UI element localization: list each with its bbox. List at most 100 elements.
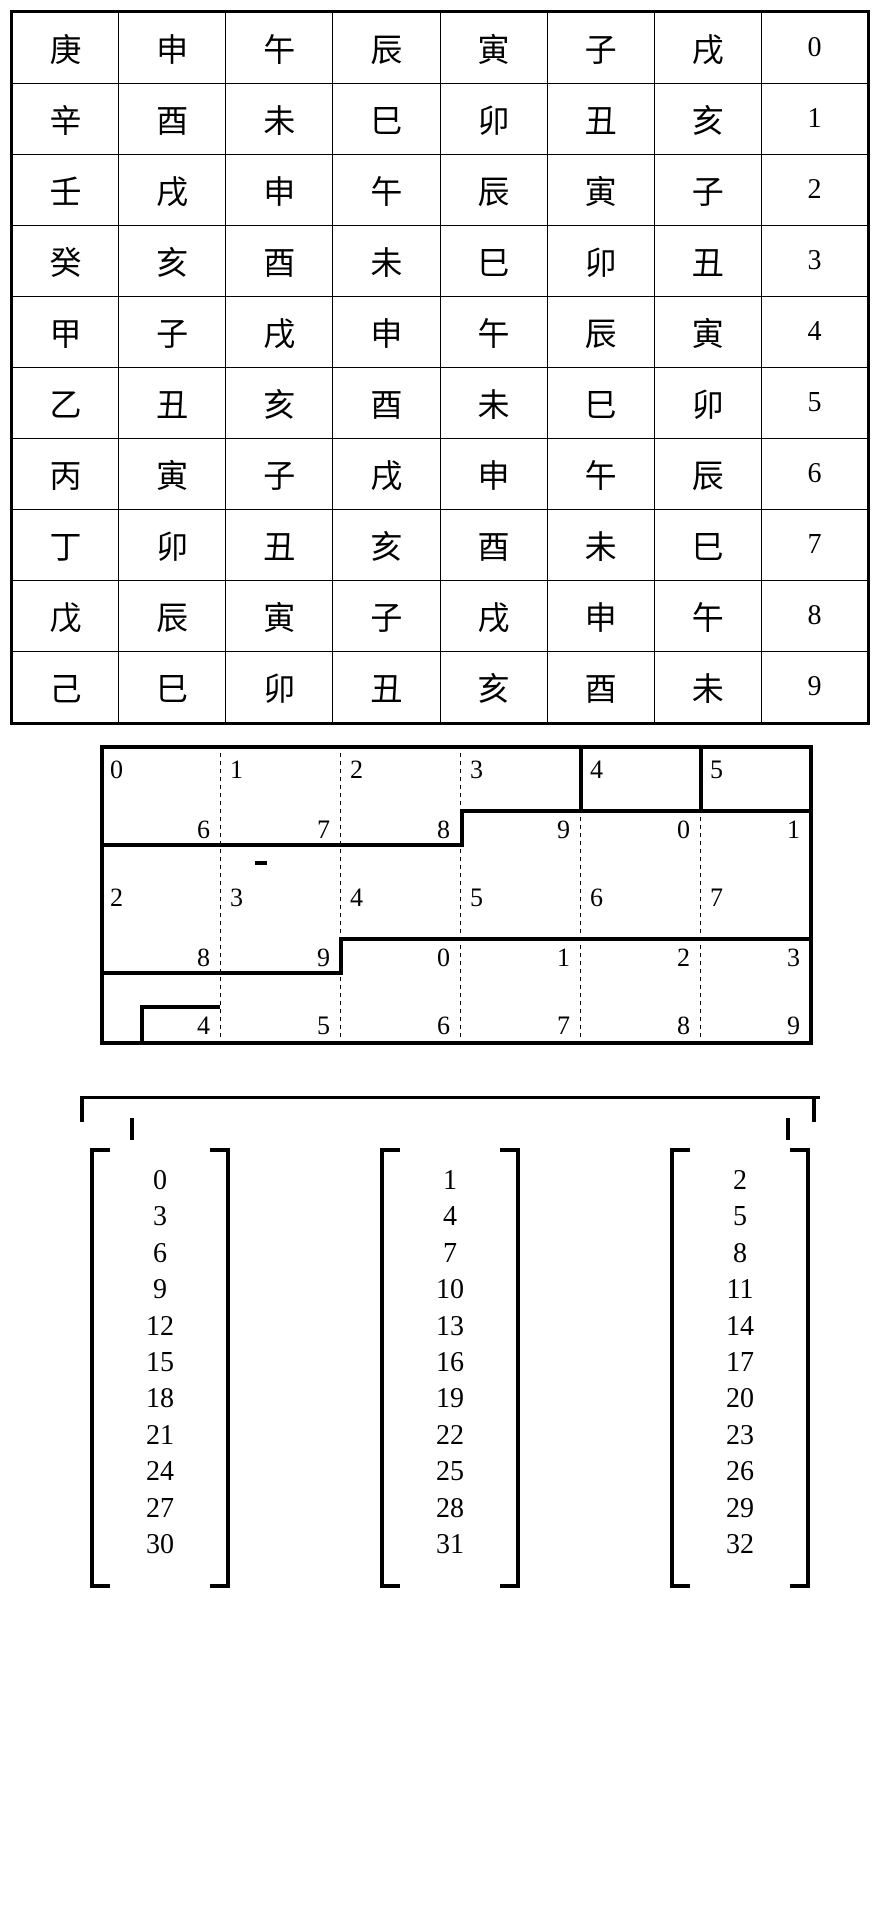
- table-cell: 辰: [440, 155, 547, 226]
- column-value: 26: [726, 1454, 754, 1490]
- table-cell: 午: [654, 581, 761, 652]
- table-cell: 丑: [547, 84, 654, 155]
- table-cell: 午: [226, 12, 333, 84]
- column-value: 12: [146, 1309, 174, 1345]
- column-value: 1: [443, 1163, 457, 1199]
- table-cell: 巳: [547, 368, 654, 439]
- table-cell: 7: [761, 510, 868, 581]
- column-value: 32: [726, 1527, 754, 1563]
- table-cell: 酉: [226, 226, 333, 297]
- diagram-number: 7: [530, 1011, 570, 1041]
- table-cell: 庚: [12, 12, 119, 84]
- table-cell: 子: [547, 12, 654, 84]
- column-1: 036912151821242730: [80, 1138, 240, 1588]
- table-cell: 丁: [12, 510, 119, 581]
- table-cell: 丑: [333, 652, 440, 724]
- table-cell: 酉: [119, 84, 226, 155]
- table-cell: 巳: [119, 652, 226, 724]
- column-value: 14: [726, 1309, 754, 1345]
- diagram-number: 1: [230, 755, 243, 785]
- diagram-number: 0: [650, 815, 690, 845]
- table-cell: 9: [761, 652, 868, 724]
- diagram-number: 2: [110, 883, 123, 913]
- table-cell: 丑: [119, 368, 226, 439]
- diagram-number: 0: [110, 755, 123, 785]
- column-value: 9: [153, 1272, 167, 1308]
- diagram-number: 9: [530, 815, 570, 845]
- table-cell: 戌: [654, 12, 761, 84]
- diagram-number: 3: [470, 755, 483, 785]
- column-value: 11: [727, 1272, 754, 1308]
- table-cell: 寅: [226, 581, 333, 652]
- character-table: 庚申午辰寅子戌0辛酉未巳卯丑亥1壬戌申午辰寅子2癸亥酉未巳卯丑3甲子戌申午辰寅4…: [10, 10, 870, 725]
- column-value: 18: [146, 1381, 174, 1417]
- table-cell: 5: [761, 368, 868, 439]
- column-value: 4: [443, 1199, 457, 1235]
- table-cell: 申: [547, 581, 654, 652]
- table-cell: 巳: [440, 226, 547, 297]
- table-cell: 卯: [547, 226, 654, 297]
- diagram-number: 9: [760, 1011, 800, 1041]
- column-value: 0: [153, 1163, 167, 1199]
- diagram-number: 5: [710, 755, 723, 785]
- table-cell: 午: [547, 439, 654, 510]
- diagram-number: 4: [350, 883, 363, 913]
- table-cell: 8: [761, 581, 868, 652]
- column-value: 16: [436, 1345, 464, 1381]
- table-cell: 2: [761, 155, 868, 226]
- table-cell: 未: [547, 510, 654, 581]
- table-cell: 酉: [333, 368, 440, 439]
- three-columns: 036912151821242730 1471013161922252831 2…: [80, 1138, 820, 1588]
- column-value: 3: [153, 1199, 167, 1235]
- column-3: 2581114172023262932: [660, 1138, 820, 1588]
- table-cell: 卯: [654, 368, 761, 439]
- column-value: 8: [733, 1236, 747, 1272]
- diagram-number: 6: [170, 815, 210, 845]
- table-cell: 1: [761, 84, 868, 155]
- table-cell: 子: [333, 581, 440, 652]
- table-cell: 寅: [547, 155, 654, 226]
- column-value: 6: [153, 1236, 167, 1272]
- table-cell: 己: [12, 652, 119, 724]
- number-grid-diagram: 012345678901234567890123456789: [80, 733, 820, 1078]
- table-cell: 寅: [119, 439, 226, 510]
- diagram-number: 7: [710, 883, 723, 913]
- column-value: 27: [146, 1491, 174, 1527]
- column-value: 30: [146, 1527, 174, 1563]
- diagram-number: 8: [650, 1011, 690, 1041]
- column-value: 17: [726, 1345, 754, 1381]
- table-cell: 酉: [547, 652, 654, 724]
- table-cell: 6: [761, 439, 868, 510]
- diagram-number: 9: [290, 943, 330, 973]
- table-cell: 巳: [654, 510, 761, 581]
- column-2: 1471013161922252831: [370, 1138, 530, 1588]
- table-cell: 未: [654, 652, 761, 724]
- table-cell: 辰: [547, 297, 654, 368]
- table-cell: 卯: [119, 510, 226, 581]
- column-value: 5: [733, 1199, 747, 1235]
- diagram-number: 5: [470, 883, 483, 913]
- diagram-number: 4: [170, 1011, 210, 1041]
- table-cell: 卯: [440, 84, 547, 155]
- table-cell: 戌: [226, 297, 333, 368]
- diagram-number: 7: [290, 815, 330, 845]
- table-cell: 辰: [333, 12, 440, 84]
- table-cell: 申: [226, 155, 333, 226]
- column-value: 10: [436, 1272, 464, 1308]
- diagram-number: 8: [170, 943, 210, 973]
- table-cell: 亥: [333, 510, 440, 581]
- table-cell: 午: [333, 155, 440, 226]
- table-cell: 丙: [12, 439, 119, 510]
- table-cell: 丑: [226, 510, 333, 581]
- column-value: 21: [146, 1418, 174, 1454]
- table-cell: 丑: [654, 226, 761, 297]
- table-cell: 亥: [226, 368, 333, 439]
- table-cell: 卯: [226, 652, 333, 724]
- column-value: 2: [733, 1163, 747, 1199]
- table-cell: 辛: [12, 84, 119, 155]
- table-cell: 亥: [654, 84, 761, 155]
- column-value: 7: [443, 1236, 457, 1272]
- table-cell: 未: [440, 368, 547, 439]
- diagram-number: 5: [290, 1011, 330, 1041]
- table-cell: 戊: [12, 581, 119, 652]
